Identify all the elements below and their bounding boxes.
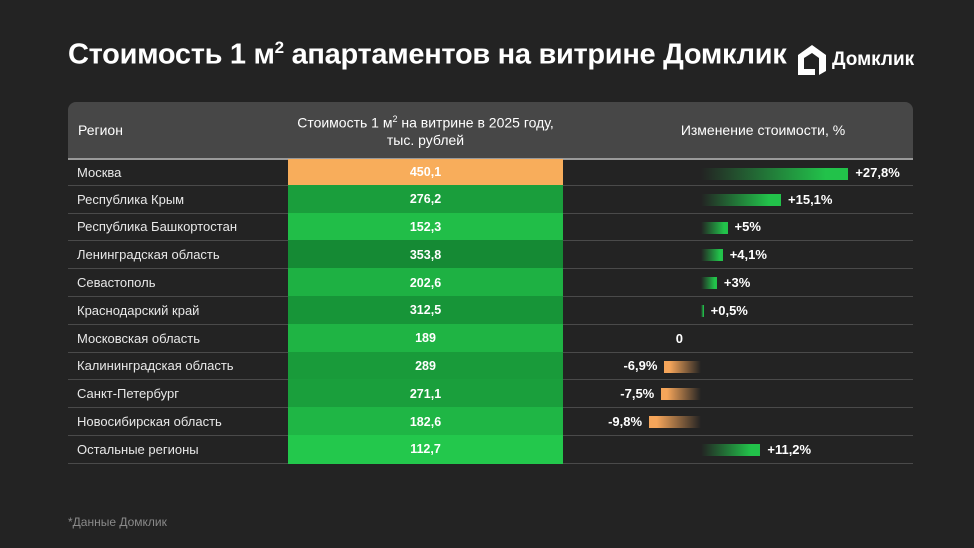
change-label: +3% xyxy=(723,275,751,291)
col-text: Стоимость 1 м xyxy=(297,114,393,131)
table-row: Московская область 189 0 xyxy=(68,323,913,353)
change-bar xyxy=(701,249,723,262)
value-cell: 202,6 xyxy=(288,268,563,297)
col-text-2: на витрине в 2025 году, тыс. рублей xyxy=(386,114,554,148)
table-row: Ленинградская область 353,8 +4,1% xyxy=(68,240,913,270)
data-table: Регион Стоимость 1 м2 на витрине в 2025 … xyxy=(68,102,913,464)
value-cell: 289 xyxy=(288,351,563,381)
change-bar xyxy=(661,388,701,401)
logo: Домклик xyxy=(797,44,914,76)
change-label: 0 xyxy=(675,330,683,346)
table-row: Санкт-Петербург 271,1 -7,5% xyxy=(68,379,913,409)
change-label: -9,8% xyxy=(608,414,643,430)
change-label: +4,1% xyxy=(729,247,767,263)
region-cell: Республика Крым xyxy=(77,191,185,207)
region-cell: Севастополь xyxy=(77,275,156,291)
value-cell: 112,7 xyxy=(288,434,563,464)
change-label: +0,5% xyxy=(710,302,748,318)
column-header-region: Регион xyxy=(78,122,123,138)
table-row: Калининградская область 289 -6,9% xyxy=(68,351,913,381)
value-cell: 312,5 xyxy=(288,295,563,325)
change-label: -6,9% xyxy=(623,358,658,374)
table-row: Республика Крым 276,2 +15,1% xyxy=(68,184,913,214)
change-label: -7,5% xyxy=(620,386,655,402)
value-cell: 182,6 xyxy=(288,407,563,436)
region-cell: Калининградская область xyxy=(77,358,234,374)
change-bar xyxy=(701,221,728,234)
region-cell: Краснодарский край xyxy=(77,302,200,318)
table-header: Регион Стоимость 1 м2 на витрине в 2025 … xyxy=(68,102,913,158)
table-row: Новосибирская область 182,6 -9,8% xyxy=(68,407,913,436)
title-sup: 2 xyxy=(274,38,284,57)
value-cell: 450,1 xyxy=(288,159,563,186)
title-text: Стоимость 1 м xyxy=(68,38,275,71)
region-cell: Ленинградская область xyxy=(77,247,220,263)
table-row: Остальные регионы 112,7 +11,2% xyxy=(68,434,913,464)
footnote: *Данные Домклик xyxy=(68,515,167,529)
change-bar xyxy=(701,277,717,290)
page-title: Стоимость 1 м2 апартаментов на витрине Д… xyxy=(68,38,787,72)
change-bar xyxy=(701,304,704,317)
region-cell: Санкт-Петербург xyxy=(77,386,179,402)
title-text-2: апартаментов на витрине Домклик xyxy=(283,38,787,71)
value-cell: 353,8 xyxy=(288,240,563,270)
column-header-change: Изменение стоимости, % xyxy=(680,122,846,138)
change-bar xyxy=(701,168,849,180)
column-header-value: Стоимость 1 м2 на витрине в 2025 году, т… xyxy=(288,102,563,158)
change-bar xyxy=(649,416,701,429)
region-cell: Остальные регионы xyxy=(77,441,199,457)
change-bar xyxy=(701,443,761,456)
table-row: Краснодарский край 312,5 +0,5% xyxy=(68,295,913,325)
change-label: +15,1% xyxy=(788,191,833,207)
change-label: +5% xyxy=(734,219,761,235)
col-sup: 2 xyxy=(392,114,398,125)
value-cell: 271,1 xyxy=(288,379,563,409)
value-cell: 152,3 xyxy=(288,212,563,242)
region-cell: Новосибирская область xyxy=(77,414,222,430)
value-cell: 189 xyxy=(288,323,563,353)
change-label: +11,2% xyxy=(767,441,812,457)
table-row: Москва 450,1 +27,8% xyxy=(68,158,913,186)
region-cell: Москва xyxy=(77,164,122,180)
house-logo-icon xyxy=(798,45,826,75)
table-row: Севастополь 202,6 +3% xyxy=(68,268,913,297)
logo-text: Домклик xyxy=(832,49,915,70)
value-cell: 276,2 xyxy=(288,184,563,214)
change-bar xyxy=(701,193,782,206)
table-row: Республика Башкортостан 152,3 +5% xyxy=(68,212,913,242)
change-bar xyxy=(664,360,701,373)
table-body: Москва 450,1 +27,8% Республика Крым 276,2 +15… xyxy=(68,158,913,464)
region-cell: Московская область xyxy=(77,330,201,346)
change-label: +27,8% xyxy=(855,164,900,180)
region-cell: Республика Башкортостан xyxy=(77,219,237,235)
